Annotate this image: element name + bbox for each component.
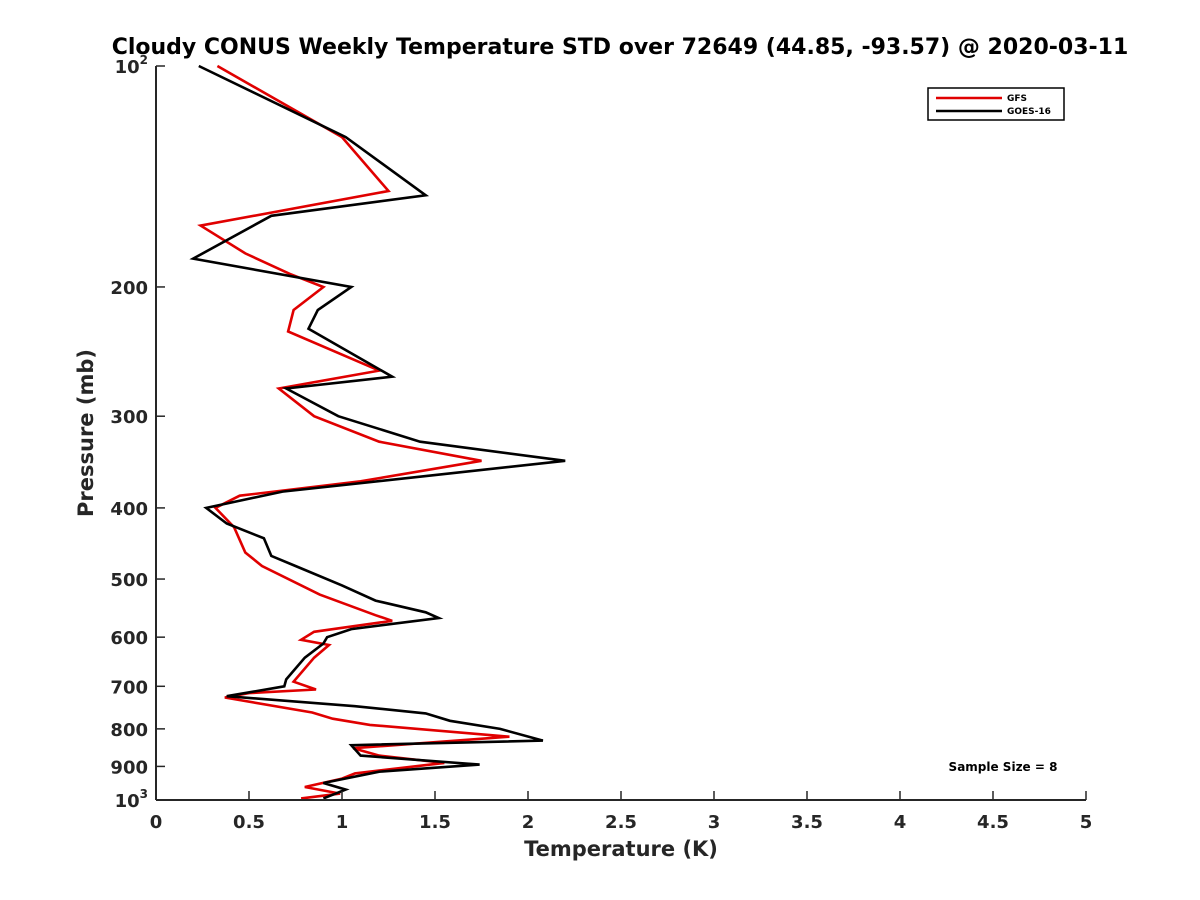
y-tick-base: 10 — [115, 57, 140, 78]
y-tick-exponent: 3 — [140, 787, 148, 801]
legend-label-gfs: GFS — [1007, 94, 1027, 104]
y-tick-label: 400 — [110, 499, 148, 520]
series-line-goes16 — [189, 64, 566, 800]
y-tick-base: 400 — [110, 499, 148, 520]
y-tick-label: 900 — [110, 757, 148, 778]
y-tick-exponent: 2 — [140, 53, 148, 67]
y-tick-base: 10 — [115, 791, 140, 812]
y-tick-label: 700 — [110, 677, 148, 698]
y-tick-base: 300 — [110, 407, 148, 428]
x-tick-label: 0.5 — [233, 812, 265, 833]
y-tick-label: 200 — [110, 278, 148, 299]
x-tick-label: 2.5 — [605, 812, 637, 833]
sample-size-annotation: Sample Size = 8 — [949, 760, 1058, 774]
x-ticks: 0 0.5 1 1.5 2 2.5 3 3.5 4 4.5 5 — [150, 791, 1093, 833]
x-tick-label: 3.5 — [791, 812, 823, 833]
y-tick-label: 600 — [110, 628, 148, 649]
legend-label-goes16: GOES-16 — [1007, 107, 1051, 117]
legend: GFS GOES-16 — [927, 87, 1065, 121]
legend-box — [927, 87, 1065, 121]
series-layer — [189, 64, 566, 800]
x-tick-label: 5 — [1080, 812, 1093, 833]
y-tick-label: 102 — [115, 53, 148, 78]
y-tick-label: 500 — [110, 570, 148, 591]
plot-area — [156, 66, 1086, 800]
y-tick-label: 300 — [110, 407, 148, 428]
y-axis-label: Pressure (mb) — [74, 349, 98, 517]
y-tick-base: 800 — [110, 720, 148, 741]
x-tick-label: 4 — [894, 812, 907, 833]
x-tick-label: 3 — [708, 812, 721, 833]
x-tick-label: 2 — [522, 812, 535, 833]
y-tick-base: 500 — [110, 570, 148, 591]
x-axis-label: Temperature (K) — [524, 837, 718, 861]
y-tick-base: 900 — [110, 757, 148, 778]
x-tick-label: 1 — [336, 812, 349, 833]
x-tick-label: 4.5 — [977, 812, 1009, 833]
y-tick-base: 200 — [110, 278, 148, 299]
y-tick-label: 103 — [115, 787, 148, 812]
y-tick-label: 800 — [110, 720, 148, 741]
x-tick-label: 1.5 — [419, 812, 451, 833]
y-tick-base: 700 — [110, 677, 148, 698]
chart-title: Cloudy CONUS Weekly Temperature STD over… — [112, 35, 1129, 60]
y-tick-base: 600 — [110, 628, 148, 649]
x-tick-label: 0 — [150, 812, 163, 833]
